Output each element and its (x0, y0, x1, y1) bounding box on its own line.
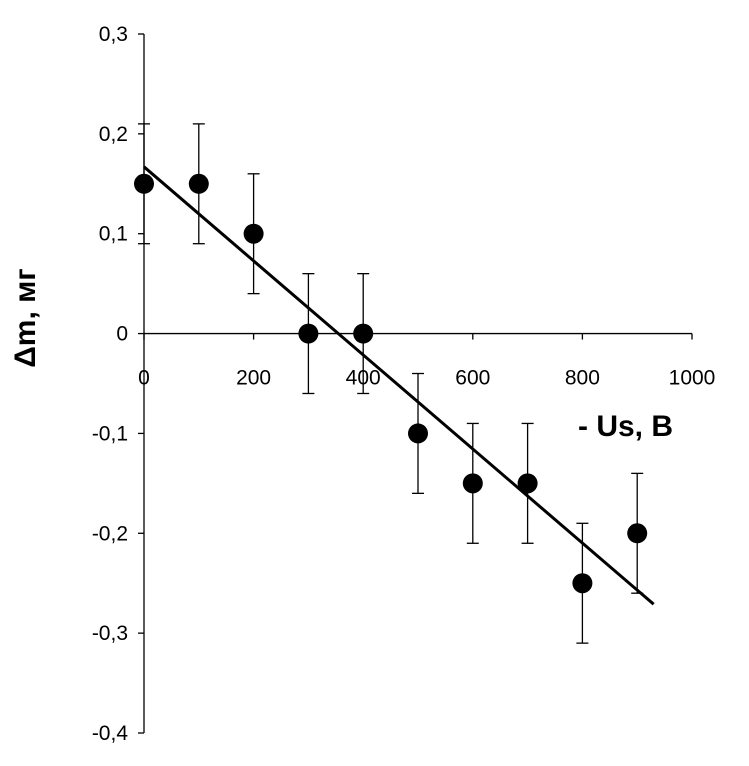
y-tick-label: -0,3 (92, 622, 128, 645)
data-point (627, 523, 648, 544)
x-tick-label: 800 (565, 367, 600, 390)
fit-line-group (143, 165, 655, 606)
x-tick-label: 600 (455, 367, 490, 390)
x-tick-label: 200 (236, 367, 271, 390)
data-point (462, 473, 483, 494)
y-tick-label: 0 (116, 323, 128, 346)
y-tick-label: -0,4 (92, 722, 129, 745)
y-tick-label: -0,2 (92, 522, 128, 545)
error-bars (138, 123, 644, 644)
data-point (353, 323, 374, 344)
data-point (134, 173, 154, 194)
data-points (134, 173, 648, 594)
x-tick-label: 1000 (669, 367, 716, 390)
data-point (408, 423, 428, 444)
y-axis-title: Δm, мг (9, 268, 42, 368)
data-point (517, 473, 538, 494)
x-axis-title: - Us, B (578, 410, 673, 443)
data-point (298, 323, 319, 344)
data-point (188, 173, 209, 194)
data-point (572, 573, 593, 594)
y-axis-ticks: 0,3 0,2 0,1 0 -0,1 -0,2 -0,3 -0,4 (92, 23, 144, 745)
data-point (243, 223, 264, 244)
fit-line (143, 165, 655, 606)
y-tick-label: 0,3 (99, 23, 128, 46)
y-tick-label: 0,1 (99, 223, 128, 246)
x-axis-ticks: 0 200 400 600 800 1000 (138, 333, 716, 390)
y-tick-label: -0,1 (92, 422, 128, 445)
y-tick-label: 0,2 (99, 123, 128, 146)
